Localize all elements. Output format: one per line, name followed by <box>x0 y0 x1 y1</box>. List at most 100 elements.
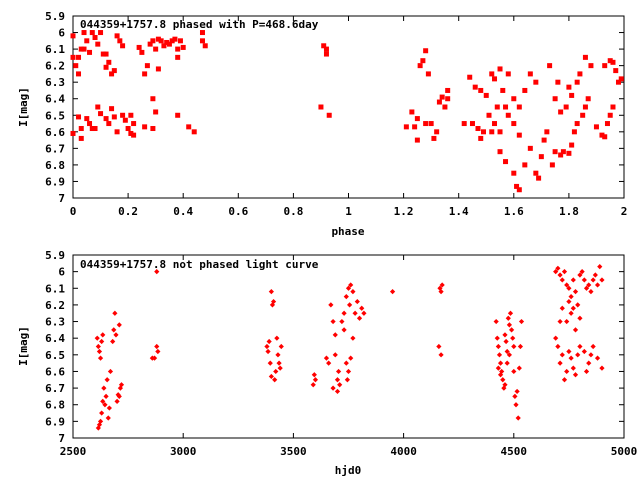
data-point <box>414 137 420 143</box>
data-point <box>486 112 492 118</box>
data-point <box>111 114 117 120</box>
data-point <box>610 59 616 65</box>
data-point <box>607 58 613 64</box>
data-point <box>348 282 354 288</box>
data-point <box>561 377 568 383</box>
data-point <box>512 393 518 400</box>
data-point <box>517 343 524 350</box>
data-point <box>334 377 341 383</box>
data-point <box>423 121 429 127</box>
y-tick-label: 6.3 <box>45 76 65 89</box>
data-point <box>588 289 594 295</box>
y-tick-label: 5.9 <box>45 10 65 23</box>
data-point <box>110 338 116 345</box>
data-point <box>495 343 501 350</box>
y-axis-label: I[mag] <box>17 87 30 127</box>
data-point <box>445 96 451 102</box>
data-point <box>494 335 500 341</box>
data-point <box>483 92 489 98</box>
data-point <box>492 76 498 82</box>
data-point <box>566 84 572 90</box>
data-point <box>332 332 338 338</box>
data-point <box>155 36 161 42</box>
data-point <box>164 39 170 45</box>
data-point <box>504 360 510 366</box>
tick-marks <box>72 254 625 439</box>
data-point <box>571 129 577 135</box>
data-point <box>423 48 429 54</box>
data-point <box>109 71 115 77</box>
data-point <box>347 302 353 308</box>
data-point <box>500 377 506 383</box>
data-point <box>116 322 122 328</box>
data-point <box>511 96 517 102</box>
data-point <box>533 79 539 85</box>
data-point <box>278 343 284 350</box>
data-point <box>344 377 350 383</box>
data-point <box>125 126 131 132</box>
data-point <box>555 343 561 350</box>
data-point <box>495 365 501 371</box>
y-tick-label: 6.4 <box>45 93 65 106</box>
data-point <box>572 327 579 333</box>
data-point <box>350 289 356 295</box>
data-point <box>274 335 280 341</box>
data-point <box>95 343 101 350</box>
data-point <box>431 135 437 141</box>
data-point <box>352 310 358 316</box>
data-point <box>341 310 347 316</box>
data-point <box>318 104 324 110</box>
data-point <box>583 368 590 375</box>
data-point <box>128 112 134 118</box>
data-point <box>577 315 583 321</box>
data-point <box>136 44 142 50</box>
data-point <box>389 289 396 295</box>
data-point <box>100 51 106 57</box>
data-point <box>566 150 572 156</box>
data-point <box>557 360 563 366</box>
data-point <box>505 71 511 77</box>
data-point <box>461 121 467 127</box>
data-point <box>277 365 283 371</box>
data-point <box>467 74 473 80</box>
y-tick-label: 6.3 <box>45 316 65 329</box>
data-point <box>569 92 575 98</box>
data-point <box>560 149 566 155</box>
data-point <box>99 338 105 345</box>
data-point <box>572 289 579 295</box>
data-point <box>103 393 109 400</box>
data-point <box>106 121 112 127</box>
data-point <box>78 46 84 52</box>
data-point <box>310 382 316 388</box>
data-point <box>555 79 561 85</box>
data-point <box>104 377 110 383</box>
data-point <box>161 43 167 49</box>
data-point <box>581 348 587 355</box>
data-point <box>111 327 117 333</box>
data-point <box>73 63 79 69</box>
data-point <box>70 130 76 136</box>
x-tick-label: 1.4 <box>449 205 469 218</box>
data-point <box>139 49 145 55</box>
data-point <box>536 175 542 181</box>
data-point <box>559 352 565 358</box>
data-point <box>516 132 522 138</box>
data-point <box>506 352 512 358</box>
data-point <box>120 43 126 49</box>
data-point <box>265 348 271 355</box>
data-point <box>84 116 90 122</box>
data-point <box>613 68 619 74</box>
data-point <box>575 352 581 358</box>
data-point <box>593 124 599 130</box>
data-point <box>153 109 159 115</box>
data-point <box>564 368 570 375</box>
x-tick-label: 2 <box>621 205 628 218</box>
data-point <box>414 116 420 122</box>
data-point <box>615 79 621 85</box>
data-point <box>150 126 156 132</box>
data-point <box>588 352 594 358</box>
data-point <box>76 54 82 60</box>
data-point <box>507 310 514 316</box>
data-point <box>505 315 511 321</box>
